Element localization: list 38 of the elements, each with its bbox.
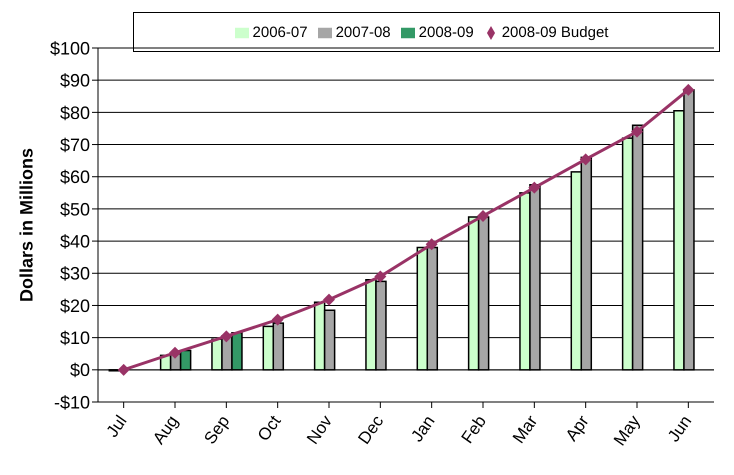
x-tick-label: Jul xyxy=(102,412,131,441)
y-tick-label: $30 xyxy=(60,264,90,284)
y-tick-label: $20 xyxy=(60,296,90,316)
point xyxy=(118,364,130,376)
x-tick-label: Oct xyxy=(254,412,285,445)
point xyxy=(374,270,386,282)
x-tick-label: Feb xyxy=(458,412,490,447)
y-tick-label: $90 xyxy=(60,70,90,91)
y-tick-label: $100 xyxy=(50,38,90,58)
point xyxy=(220,330,232,342)
y-tick-label: $40 xyxy=(60,231,90,252)
legend-label: 2006-07 xyxy=(252,24,308,40)
legend-label: 2008-09 xyxy=(418,24,474,40)
point xyxy=(580,153,592,166)
point xyxy=(426,238,438,250)
point xyxy=(477,210,489,222)
y-tick-label: $10 xyxy=(60,328,90,348)
x-tick-label: Sep xyxy=(200,412,234,448)
x-tick-label: Jun xyxy=(664,412,696,446)
point xyxy=(528,182,540,194)
x-tick-label: Dec xyxy=(354,412,388,448)
point xyxy=(323,294,335,306)
y-tick-label: $70 xyxy=(60,134,90,155)
point xyxy=(631,126,643,138)
legend-label: 2008-09 Budget xyxy=(502,24,608,40)
point xyxy=(169,346,181,359)
y-axis-title: Dollars in Millions xyxy=(16,148,36,302)
y-tick-label: -$10 xyxy=(54,392,90,412)
point xyxy=(272,314,284,326)
y-tick-label: $0 xyxy=(70,360,90,380)
y-tick-label: $60 xyxy=(60,167,90,188)
x-tick-label: Mar xyxy=(508,412,542,447)
x-tick-label: Apr xyxy=(562,412,593,445)
y-tick-label: $50 xyxy=(60,199,90,220)
legend-label: 2007-08 xyxy=(336,24,391,40)
y-tick-label: $80 xyxy=(60,102,90,123)
point xyxy=(682,84,694,96)
x-tick-label: Jan xyxy=(407,412,439,446)
